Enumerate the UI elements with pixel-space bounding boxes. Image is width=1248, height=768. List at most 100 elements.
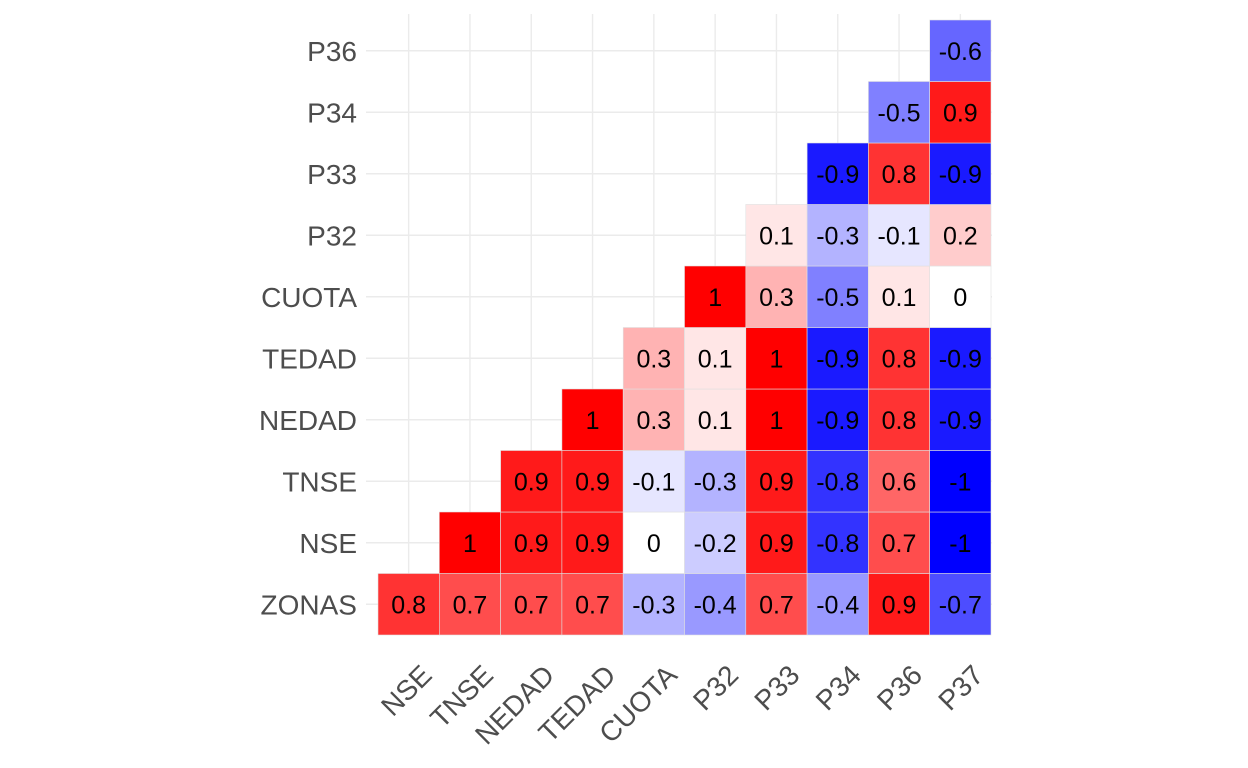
cell-value-p36-cuota: 0.1: [882, 284, 917, 312]
heatmap-cell-tedad-nse: [561, 511, 624, 574]
heatmap-cell-p32-nedad: [684, 388, 747, 451]
cell-value-tnse-zonas: 0.7: [453, 591, 488, 619]
cell-value-p36-zonas: 0.9: [882, 591, 917, 619]
cell-value-p33-nse: 0.9: [759, 530, 794, 558]
heatmap-cell-p32-cuota: [684, 265, 747, 328]
heatmap-cell-p34-p32: [806, 204, 869, 267]
cell-value-p33-p32: 0.1: [759, 222, 794, 250]
cell-value-p37-p36: -0.6: [939, 38, 982, 66]
heatmap-cell-p34-nse: [806, 511, 869, 574]
y-tick-label-p36: P36: [307, 36, 357, 67]
cell-value-cuota-zonas: -0.3: [632, 591, 675, 619]
cell-value-nedad-nse: 0.9: [514, 530, 549, 558]
cell-value-p34-p33: -0.9: [816, 161, 859, 189]
cell-value-p33-cuota: 0.3: [759, 284, 794, 312]
heatmap-cell-p33-tedad: [745, 327, 808, 390]
heatmap-cell-p33-p32: [745, 204, 808, 267]
heatmap-cell-cuota-nedad: [622, 388, 685, 451]
cell-value-p36-nedad: 0.8: [882, 407, 917, 435]
cell-value-p32-tedad: 0.1: [698, 345, 733, 373]
heatmap-cell-p36-tnse: [868, 450, 931, 513]
heatmap-cell-p37-cuota: [929, 265, 992, 328]
cell-value-p36-p32: -0.1: [878, 222, 921, 250]
cell-value-p33-tnse: 0.9: [759, 468, 794, 496]
y-tick-label-tedad: TEDAD: [262, 343, 357, 374]
cell-value-nedad-zonas: 0.7: [514, 591, 549, 619]
cell-value-p37-tnse: -1: [949, 468, 971, 496]
cell-value-tedad-nedad: 1: [586, 407, 600, 435]
heatmap-cell-p36-zonas: [868, 573, 931, 636]
cell-value-tedad-nse: 0.9: [575, 530, 610, 558]
heatmap-cell-p34-nedad: [806, 388, 869, 451]
heatmap-cell-nedad-nse: [500, 511, 563, 574]
y-tick-label-p32: P32: [307, 220, 357, 251]
heatmap-cell-p34-tedad: [806, 327, 869, 390]
cell-value-tnse-nse: 1: [463, 530, 477, 558]
x-tick-label-p33: P33: [748, 659, 805, 716]
heatmap-cell-p36-nedad: [868, 388, 931, 451]
heatmap-cell-tedad-tnse: [561, 450, 624, 513]
cell-value-p32-nse: -0.2: [694, 530, 737, 558]
cell-value-p34-nedad: -0.9: [816, 407, 859, 435]
heatmap-cell-p36-tedad: [868, 327, 931, 390]
cell-value-p36-tnse: 0.6: [882, 468, 917, 496]
heatmap-cell-p33-nedad: [745, 388, 808, 451]
y-tick-label-nse: NSE: [299, 528, 357, 559]
heatmap-cell-nse-zonas: [377, 573, 440, 636]
cell-value-p32-zonas: -0.4: [694, 591, 737, 619]
cell-value-p36-p33: 0.8: [882, 161, 917, 189]
cell-value-p34-tnse: -0.8: [816, 468, 859, 496]
cell-value-p37-zonas: -0.7: [939, 591, 982, 619]
heatmap-cell-p33-zonas: [745, 573, 808, 636]
heatmap-cell-tnse-zonas: [438, 573, 501, 636]
heatmap-cell-tnse-nse: [438, 511, 501, 574]
heatmap-cell-cuota-nse: [622, 511, 685, 574]
cell-value-p37-nse: -1: [949, 530, 971, 558]
cell-value-cuota-nse: 0: [647, 530, 661, 558]
x-tick-label-p32: P32: [687, 659, 744, 716]
y-tick-label-zonas: ZONAS: [261, 589, 357, 620]
cell-value-p33-nedad: 1: [769, 407, 783, 435]
y-tick-label-p34: P34: [307, 97, 357, 128]
heatmap-cell-p34-cuota: [806, 265, 869, 328]
heatmap-cell-p34-zonas: [806, 573, 869, 636]
y-axis-labels: ZONAS NSE TNSE NEDAD TEDAD CUOTA P32 P33 P34 P36: [259, 36, 357, 621]
heatmap-cell-nedad-tnse: [500, 450, 563, 513]
cell-value-p36-p34: -0.5: [878, 99, 921, 127]
cell-value-p34-zonas: -0.4: [816, 591, 859, 619]
cell-value-p33-zonas: 0.7: [759, 591, 794, 619]
cell-value-p37-p32: 0.2: [943, 222, 978, 250]
cell-value-tedad-zonas: 0.7: [575, 591, 610, 619]
heatmap-cell-p37-nse: [929, 511, 992, 574]
heatmap-cells: [377, 19, 992, 636]
y-tick-label-tnse: TNSE: [282, 466, 357, 497]
cell-value-tedad-tnse: 0.9: [575, 468, 610, 496]
cell-value-nse-zonas: 0.8: [391, 591, 426, 619]
cell-value-p34-tedad: -0.9: [816, 345, 859, 373]
heatmap-cell-nedad-zonas: [500, 573, 563, 636]
cell-value-p37-cuota: 0: [953, 284, 967, 312]
heatmap-cell-p33-cuota: [745, 265, 808, 328]
heatmap-cell-p34-p33: [806, 142, 869, 205]
heatmap-cell-p37-p34: [929, 81, 992, 144]
x-tick-label-p34: P34: [810, 659, 867, 716]
heatmap-cell-cuota-zonas: [622, 573, 685, 636]
cell-value-cuota-tedad: 0.3: [636, 345, 671, 373]
y-tick-label-cuota: CUOTA: [261, 282, 357, 313]
heatmap-cell-tedad-nedad: [561, 388, 624, 451]
cell-value-p36-tedad: 0.8: [882, 345, 917, 373]
heatmap-cell-p36-p33: [868, 142, 931, 205]
cell-value-p32-tnse: -0.3: [694, 468, 737, 496]
heatmap-cell-p32-nse: [684, 511, 747, 574]
heatmap-cell-p36-p34: [868, 81, 931, 144]
heatmap-cell-p37-nedad: [929, 388, 992, 451]
heatmap-cell-p36-nse: [868, 511, 931, 574]
x-tick-label-p37: P37: [932, 659, 989, 716]
heatmap-cell-p37-p33: [929, 142, 992, 205]
cell-value-p37-p34: 0.9: [943, 99, 978, 127]
heatmap-cell-p37-tnse: [929, 450, 992, 513]
y-tick-label-p33: P33: [307, 159, 357, 190]
cell-value-p34-nse: -0.8: [816, 530, 859, 558]
cell-value-p32-nedad: 0.1: [698, 407, 733, 435]
